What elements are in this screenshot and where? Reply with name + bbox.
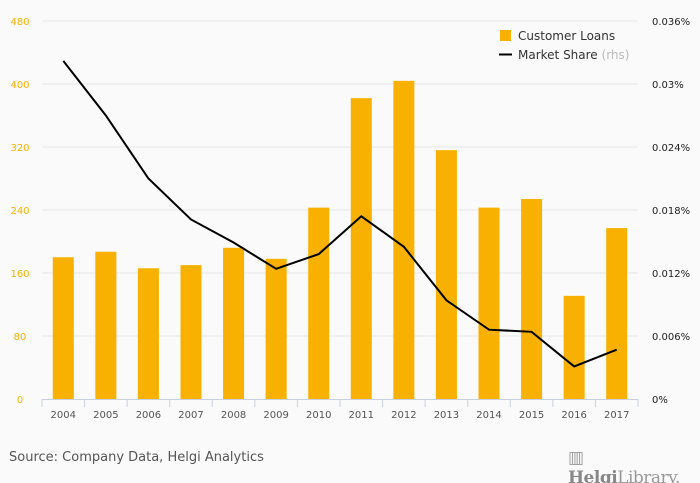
right-tick-label: 0.018% xyxy=(652,206,690,217)
x-tick-label: 2008 xyxy=(221,410,246,421)
x-tick-label: 2005 xyxy=(93,410,118,421)
legend-rhs-note: (rhs) xyxy=(602,48,630,62)
chart: 0 0% 80 0.006% 160 0.012% 240 0.018% 320 0.024% 40… xyxy=(10,17,690,421)
right-tick-label: 0.03% xyxy=(652,80,684,91)
x-tick-label: 2014 xyxy=(476,410,501,421)
x-tick-label: 2013 xyxy=(434,410,459,421)
x-tick-label: 2017 xyxy=(604,410,629,421)
legend-swatch-customer-loans xyxy=(500,30,511,41)
left-tick-label: 0 xyxy=(17,395,23,406)
right-tick-label: 0.012% xyxy=(652,269,690,280)
bar-2016 xyxy=(563,295,585,399)
x-tick-label: 2012 xyxy=(391,410,416,421)
right-tick-label: 0.024% xyxy=(652,143,690,154)
left-tick-label: 480 xyxy=(10,17,29,28)
bar-2011 xyxy=(350,98,372,400)
bar-2010 xyxy=(308,207,330,399)
market-share-line xyxy=(62,60,618,368)
bar-2005 xyxy=(95,251,117,399)
x-tick-label: 2011 xyxy=(349,410,374,421)
bar-2017 xyxy=(606,228,628,399)
x-tick-label: 2009 xyxy=(263,410,288,421)
right-tick-label: 0% xyxy=(652,395,668,406)
right-tick-label: 0.006% xyxy=(652,332,690,343)
x-tick-label: 2016 xyxy=(561,410,586,421)
helgi-library-logo: ▥ HelgiLibrary. xyxy=(568,448,680,483)
x-tick-label: 2006 xyxy=(136,410,161,421)
bar-2004 xyxy=(52,257,74,399)
x-tick-label: 2015 xyxy=(519,410,544,421)
bar-2007 xyxy=(180,265,202,399)
legend-label-customer-loans: Customer Loans xyxy=(518,29,615,43)
left-tick-label: 400 xyxy=(10,80,29,91)
bar-2013 xyxy=(435,150,457,399)
bar-2015 xyxy=(521,198,543,399)
x-tick-label: 2007 xyxy=(178,410,203,421)
x-tick-label: 2010 xyxy=(306,410,331,421)
right-tick-label: 0.036% xyxy=(652,17,690,28)
bar-2006 xyxy=(137,268,159,399)
source-note: Source: Company Data, Helgi Analytics xyxy=(9,450,264,465)
bar-2012 xyxy=(393,80,415,399)
left-tick-label: 320 xyxy=(10,143,29,154)
x-tick-label: 2004 xyxy=(51,410,76,421)
left-tick-label: 160 xyxy=(10,269,29,280)
bar-2014 xyxy=(478,207,500,399)
left-tick-label: 80 xyxy=(14,332,27,343)
bar-2008 xyxy=(223,247,245,399)
bar-2009 xyxy=(265,258,287,399)
legend-label-market-share: Market Share (rhs) xyxy=(518,48,629,62)
left-tick-label: 240 xyxy=(10,206,29,217)
